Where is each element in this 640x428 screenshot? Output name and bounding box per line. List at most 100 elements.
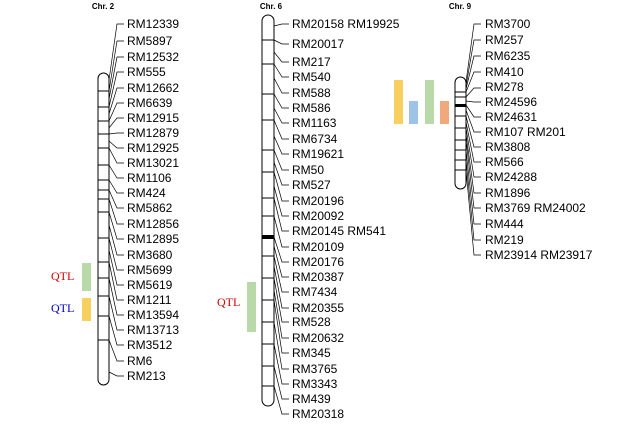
marker-label: RM107 RM201 [485, 125, 566, 139]
marker-label: RM3343 [292, 377, 338, 391]
chromosome-9-group: Chr. 9 [394, 2, 593, 262]
marker-label: RM3680 [127, 248, 173, 262]
chromosome-6-qtls: QTL [217, 282, 256, 332]
marker-label: RM410 [485, 65, 524, 79]
chromosome-9-title: Chr. 9 [449, 2, 472, 11]
marker-label: RM555 [127, 65, 166, 79]
chromosome-6-markers: RM20158 RM19925 RM20017 RM217 RM540 RM58… [292, 17, 400, 421]
qtl-label: QTL [51, 269, 74, 283]
marker-label: RM528 [292, 315, 331, 329]
marker-label: RM278 [485, 80, 524, 94]
chromosome-2-markers: RM12339 RM5897 RM12532 RM555 RM12662 RM6… [127, 17, 179, 383]
marker-label: RM20145 RM541 [292, 224, 386, 238]
qtl-bar [82, 298, 91, 321]
marker-label: RM1896 [485, 186, 531, 200]
qtl-bar [82, 263, 91, 291]
marker-label: RM20632 [292, 331, 344, 345]
marker-label: RM20355 [292, 301, 344, 315]
marker-label: RM20387 [292, 270, 344, 284]
marker-label: RM24288 [485, 170, 537, 184]
centromere-band [455, 104, 466, 107]
marker-label: RM20158 RM19925 [292, 17, 400, 31]
chromosome-9-qtls [394, 80, 449, 124]
marker-label: RM566 [485, 155, 524, 169]
qtl-bar [247, 282, 256, 332]
marker-label: RM219 [485, 233, 524, 247]
marker-label: RM439 [292, 392, 331, 406]
marker-label: RM12339 [127, 17, 179, 31]
marker-label: RM13021 [127, 156, 179, 170]
marker-label: RM20017 [292, 37, 344, 51]
marker-label: RM5699 [127, 263, 173, 277]
marker-label: RM1163 [292, 116, 337, 130]
marker-label: RM13594 [127, 308, 179, 322]
qtl-bar [425, 80, 434, 124]
marker-label: RM24631 [485, 110, 537, 124]
marker-label: RM3765 [292, 362, 338, 376]
marker-label: RM1211 [127, 293, 172, 307]
marker-label: RM588 [292, 86, 331, 100]
marker-label: RM13713 [127, 323, 179, 337]
marker-label: RM345 [292, 346, 331, 360]
marker-label: RM5862 [127, 201, 173, 215]
marker-label: RM12662 [127, 81, 179, 95]
chromosome-6-bar [261, 14, 275, 407]
chromosome-2-bar [97, 72, 110, 386]
marker-label: RM12895 [127, 232, 179, 246]
marker-label: RM3808 [485, 140, 531, 154]
chromosome-9-bar [454, 76, 467, 190]
marker-label: RM424 [127, 186, 166, 200]
qtl-bar [394, 80, 403, 124]
marker-label: RM6235 [485, 49, 531, 63]
marker-label: RM540 [292, 70, 331, 84]
marker-label: RM213 [127, 369, 166, 383]
marker-label: RM12915 [127, 111, 179, 125]
marker-label: RM7434 [292, 285, 338, 299]
marker-label: RM527 [292, 178, 331, 192]
marker-label: RM12532 [127, 50, 179, 64]
marker-label: RM3769 RM24002 [485, 201, 586, 215]
chromosome-6-bands [262, 39, 274, 387]
chromosome-2-qtls: QTL QTL [51, 263, 91, 321]
marker-label: RM6 [127, 354, 153, 368]
chromosome-2-connectors [108, 23, 124, 377]
chromosome-9-markers: RM3700 RM257 RM6235 RM410 RM278 RM24596 … [485, 17, 593, 262]
marker-label: RM217 [292, 55, 331, 69]
qtl-label: QTL [217, 295, 240, 309]
chromosome-2-bands [98, 90, 109, 341]
marker-label: RM5619 [127, 278, 173, 292]
marker-label: RM586 [292, 101, 331, 115]
qtl-label: QTL [51, 301, 74, 315]
marker-label: RM12925 [127, 141, 179, 155]
chromosome-6-group: Chr. 6 [217, 2, 400, 421]
qtl-bar [440, 101, 449, 124]
chromosome-6-connectors [273, 23, 289, 415]
chromosome-2-group: Chr. 2 [51, 2, 179, 386]
marker-label: RM12856 [127, 217, 179, 231]
marker-label: RM50 [292, 163, 324, 177]
chromosome-6-title: Chr. 6 [260, 2, 283, 11]
marker-label: RM6734 [292, 132, 338, 146]
marker-label: RM20196 [292, 194, 344, 208]
marker-label: RM5897 [127, 34, 173, 48]
marker-label: RM20092 [292, 209, 344, 223]
marker-label: RM1106 [127, 171, 172, 185]
qtl-bar [409, 101, 418, 124]
marker-label: RM6639 [127, 96, 173, 110]
chromosome-9-bands [455, 91, 466, 171]
chromosome-2-title: Chr. 2 [92, 2, 115, 11]
marker-label: RM3512 [127, 338, 173, 352]
marker-label: RM444 [485, 217, 524, 231]
marker-label: RM3700 [485, 17, 531, 31]
marker-label: RM20109 [292, 240, 344, 254]
centromere-band [262, 235, 274, 239]
marker-label: RM20176 [292, 255, 344, 269]
marker-label: RM257 [485, 33, 524, 47]
marker-label: RM20318 [292, 407, 344, 421]
marker-label: RM23914 RM23917 [485, 248, 593, 262]
marker-label: RM12879 [127, 126, 179, 140]
marker-label: RM24596 [485, 95, 537, 109]
marker-label: RM19621 [292, 147, 344, 161]
chromosome-9-connectors [465, 23, 481, 256]
